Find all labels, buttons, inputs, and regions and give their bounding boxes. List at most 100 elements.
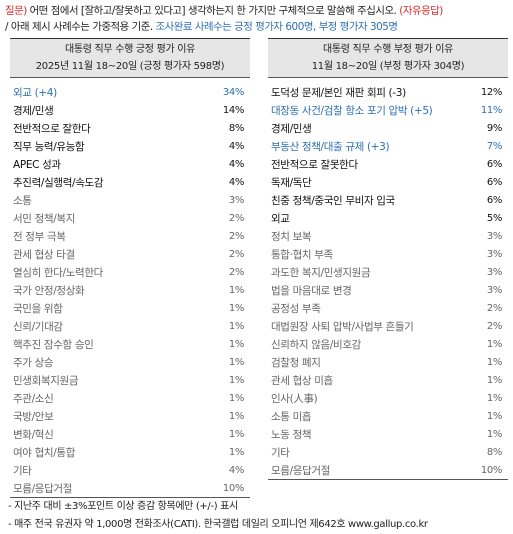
question-prefix: 질문)	[5, 5, 27, 17]
negative-table-header: 대통령 직무 수행 부정 평가 이유 11월 18~20일 (부정 평가자 30…	[268, 38, 508, 78]
negative-row-label: 도덕성 문제/본인 재판 회피 (-3)	[271, 86, 406, 99]
positive-row: 주관/소신 1%	[10, 389, 250, 407]
negative-row-label: 부동산 정책/대출 규제 (+3)	[271, 140, 390, 153]
negative-row-label: 인사(人事)	[271, 392, 318, 405]
positive-row: 전 정부 극복 2%	[10, 227, 250, 245]
negative-row-value: 3%	[486, 284, 503, 296]
positive-row-label: 핵추진 잠수함 승인	[13, 338, 94, 351]
negative-row-value: 6%	[486, 176, 503, 188]
positive-row-value: 4%	[228, 140, 245, 152]
sample-note: / 아래 제시 사례수는 가중적용 기준.	[5, 21, 156, 33]
positive-row: 관세 협상 타결 2%	[10, 245, 250, 263]
negative-row-label: 대장동 사건/검찰 항소 포기 압박 (+5)	[271, 104, 433, 117]
positive-row: 국민을 위함 1%	[10, 299, 250, 317]
positive-row-value: 1%	[228, 338, 245, 350]
negative-row-label: 전반적으로 잘못한다	[271, 158, 358, 171]
negative-reasons-table: 대통령 직무 수행 부정 평가 이유 11월 18~20일 (부정 평가자 30…	[268, 38, 508, 480]
negative-row-label: 과도한 복지/민생지원금	[271, 266, 371, 279]
negative-row-value: 1%	[486, 374, 503, 386]
positive-row-value: 14%	[222, 104, 245, 116]
positive-row-value: 1%	[228, 446, 245, 458]
positive-row-value: 2%	[228, 248, 245, 260]
positive-row-label: 신뢰/기대감	[13, 320, 63, 333]
positive-row-value: 1%	[228, 284, 245, 296]
negative-row-value: 1%	[486, 356, 503, 368]
negative-rows: 도덕성 문제/본인 재판 회피 (-3) 12% 대장동 사건/검찰 항소 포기 압…	[268, 83, 508, 480]
positive-row-label: 모름/응답거절	[13, 482, 73, 495]
positive-row: 여야 협치/통합 1%	[10, 443, 250, 461]
positive-row: APEC 성과 4%	[10, 155, 250, 173]
positive-row-label: 국가 안정/정상화	[13, 284, 85, 297]
negative-row-label: 대법원장 사퇴 압박/사법부 흔들기	[271, 320, 414, 333]
negative-row-label: 노동 정책	[271, 428, 312, 441]
positive-row-label: 기타	[13, 464, 32, 477]
positive-row-label: 여야 협치/통합	[13, 446, 76, 459]
positive-row: 핵추진 잠수함 승인 1%	[10, 335, 250, 353]
positive-row-label: 관세 협상 타결	[13, 248, 75, 261]
negative-row-value: 6%	[486, 194, 503, 206]
negative-row-value: 1%	[486, 392, 503, 404]
positive-reasons-table: 대통령 직무 수행 긍정 평가 이유 2025년 11월 18~20일 (긍정 …	[10, 38, 250, 498]
negative-row-value: 11%	[480, 104, 503, 116]
positive-row: 신뢰/기대감 1%	[10, 317, 250, 335]
negative-row: 기타 8%	[268, 443, 508, 461]
negative-row: 과도한 복지/민생지원금 3%	[268, 263, 508, 281]
positive-row-value: 1%	[228, 428, 245, 440]
positive-rows: 외교 (+4) 34% 경제/민생 14% 전반적으로 잘한다 8% 직무 능력/유능함 4%…	[10, 83, 250, 498]
positive-row: 주가 상승 1%	[10, 353, 250, 371]
negative-row: 노동 정책 1%	[268, 425, 508, 443]
positive-row-value: 1%	[228, 392, 245, 404]
negative-row: 관세 협상 미흡 1%	[268, 371, 508, 389]
negative-row-value: 3%	[486, 230, 503, 242]
negative-row-value: 1%	[486, 410, 503, 422]
negative-row-label: 경제/민생	[271, 122, 312, 135]
question-text: 질문) 어떤 점에서 [잘하고/잘못하고 있다고] 생각하는지 한 가지만 구체…	[5, 3, 510, 35]
negative-row: 검찰청 폐지 1%	[268, 353, 508, 371]
negative-row: 대법원장 사퇴 압박/사법부 흔들기 2%	[268, 317, 508, 335]
negative-row: 소통 미흡 1%	[268, 407, 508, 425]
positive-row-value: 3%	[228, 194, 245, 206]
negative-row-label: 신뢰하지 않음/비호감	[271, 338, 361, 351]
negative-row: 정치 보복 3%	[268, 227, 508, 245]
negative-row-value: 2%	[486, 320, 503, 332]
negative-row-value: 7%	[486, 140, 503, 152]
negative-row-value: 10%	[480, 464, 503, 476]
negative-row-label: 외교	[271, 212, 290, 225]
positive-row-value: 2%	[228, 230, 245, 242]
negative-row: 법을 마음대로 변경 3%	[268, 281, 508, 299]
positive-row-label: 추진력/실행력/속도감	[13, 176, 104, 189]
negative-row-value: 9%	[486, 122, 503, 134]
negative-row: 독재/독단 6%	[268, 173, 508, 191]
negative-row: 인사(人事) 1%	[268, 389, 508, 407]
positive-row: 추진력/실행력/속도감 4%	[10, 173, 250, 191]
positive-row-value: 1%	[228, 374, 245, 386]
positive-row-value: 4%	[228, 464, 245, 476]
positive-row-value: 2%	[228, 266, 245, 278]
positive-row: 서민 정책/복지 2%	[10, 209, 250, 227]
positive-row-label: 경제/민생	[13, 104, 54, 117]
positive-table-subtitle: 2025년 11월 18~20일 (긍정 평가자 598명)	[35, 61, 225, 72]
positive-row-label: 변화/혁신	[13, 428, 54, 441]
positive-table-title: 대통령 직무 수행 긍정 평가 이유	[64, 44, 196, 55]
negative-row-value: 1%	[486, 428, 503, 440]
negative-row-label: 친중 정책/중국인 무비자 입국	[271, 194, 395, 207]
positive-row-value: 1%	[228, 302, 245, 314]
positive-row-label: 주관/소신	[13, 392, 54, 405]
negative-row: 모름/응답거절 10%	[268, 461, 508, 479]
positive-row: 직무 능력/유능함 4%	[10, 137, 250, 155]
positive-row-value: 34%	[222, 86, 245, 98]
positive-row-label: APEC 성과	[13, 158, 61, 171]
positive-row: 전반적으로 잘한다 8%	[10, 119, 250, 137]
positive-row: 경제/민생 14%	[10, 101, 250, 119]
negative-table-title: 대통령 직무 수행 부정 평가 이유	[322, 44, 454, 55]
positive-row-label: 전 정부 극복	[13, 230, 66, 243]
negative-row: 대장동 사건/검찰 항소 포기 압박 (+5) 11%	[268, 101, 508, 119]
negative-row-value: 2%	[486, 302, 503, 314]
positive-row-value: 8%	[228, 122, 245, 134]
positive-row: 기타 4%	[10, 461, 250, 479]
positive-row: 변화/혁신 1%	[10, 425, 250, 443]
negative-row: 공정성 부족 2%	[268, 299, 508, 317]
positive-row-value: 1%	[228, 320, 245, 332]
negative-row-label: 독재/독단	[271, 176, 312, 189]
positive-row-value: 4%	[228, 158, 245, 170]
